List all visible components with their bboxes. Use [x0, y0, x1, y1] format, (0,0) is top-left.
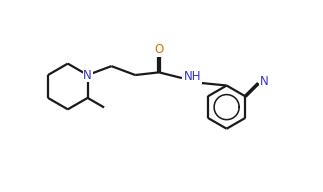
Text: NH: NH — [183, 70, 201, 83]
Text: N: N — [83, 69, 92, 82]
Text: O: O — [154, 43, 164, 56]
Text: N: N — [260, 75, 268, 88]
